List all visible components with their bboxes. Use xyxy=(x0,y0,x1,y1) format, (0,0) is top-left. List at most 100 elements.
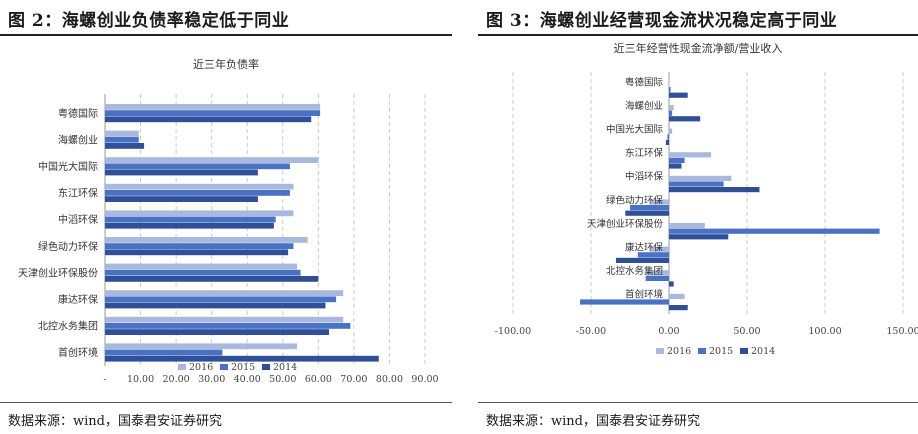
right-figure-title: 图 3：海螺创业经营现金流状况稳定高于同业 xyxy=(486,11,838,31)
left-source-rule xyxy=(0,402,452,403)
bar-2016 xyxy=(669,175,732,181)
category-label: 东江环保 xyxy=(58,187,98,200)
bar-2015 xyxy=(669,110,673,116)
bar-2014 xyxy=(105,329,329,335)
bar-2014 xyxy=(105,196,258,202)
bar-2014 xyxy=(665,139,669,145)
category-label: 康达环保 xyxy=(58,293,98,306)
x-tick-label: -100.00 xyxy=(495,326,531,337)
bar-2015 xyxy=(667,134,669,140)
category-label: 天津创业环保股份 xyxy=(18,266,98,279)
category-label: 绿色动力环保 xyxy=(606,194,664,206)
bar-2016 xyxy=(669,223,705,229)
legend-swatch-2016 xyxy=(656,348,664,354)
legend-swatch-2014 xyxy=(740,348,748,354)
bar-2014 xyxy=(669,187,760,193)
bar-2016 xyxy=(105,104,321,110)
chart-title: 近三年负债率 xyxy=(193,57,259,71)
cashflow-chart-svg: 近三年经营性现金流净额/营业收入 -100.00 -50.00 0.00 50.00 10… xyxy=(495,41,918,357)
right-figure-panel: 图 3：海螺创业经营现金流状况稳定高于同业 近三年经营性现金流净额/营业收入 -1… xyxy=(478,0,918,434)
bar-2014 xyxy=(105,116,312,123)
bar-2016 xyxy=(105,130,139,137)
bar-2016 xyxy=(105,157,319,163)
category-label: 中国光大国际 xyxy=(38,160,98,173)
bar-2015 xyxy=(669,181,724,187)
x-tick-label: 10.00 xyxy=(127,374,154,385)
category-label: 中滔环保 xyxy=(625,171,664,183)
bar-2015 xyxy=(105,216,276,223)
category-label: 中国光大国际 xyxy=(606,124,664,136)
x-tick-label: 90.00 xyxy=(411,374,438,385)
legend-label-2016: 2016 xyxy=(189,362,213,373)
bar-2015 xyxy=(580,299,669,305)
bar-2014 xyxy=(669,234,729,240)
category-label: 首创环境 xyxy=(625,289,664,301)
legend-label-2014: 2014 xyxy=(273,362,297,373)
x-tick-label: 150.00 xyxy=(886,326,918,337)
left-figure-panel: 图 2：海螺创业负债率稳定低于同业 近三年负债率 - 10.00 20.00 30.00… xyxy=(0,0,452,434)
cashflow-chart: 近三年经营性现金流净额/营业收入 -100.00 -50.00 0.00 50.00 10… xyxy=(478,38,918,406)
legend-label-2014: 2014 xyxy=(751,346,775,357)
legend-label-2015: 2015 xyxy=(709,346,733,357)
bar-2016 xyxy=(645,270,669,276)
left-figure-title: 图 2：海螺创业负债率稳定低于同业 xyxy=(8,11,290,31)
legend-label-2016: 2016 xyxy=(667,346,691,357)
bar-2016 xyxy=(669,152,712,158)
bar-2014 xyxy=(615,257,669,263)
x-tick-label: 30.00 xyxy=(198,374,225,385)
x-tick-label: 80.00 xyxy=(376,374,403,385)
x-tick-label: 50.00 xyxy=(269,374,296,385)
category-label: 绿色动力环保 xyxy=(38,240,98,253)
debt-ratio-chart: 近三年负债率 - 10.00 20.00 30.00 40.00 50.00 60.00 70.… xyxy=(0,38,452,406)
legend-label-2015: 2015 xyxy=(231,362,255,373)
bar-2016 xyxy=(669,105,674,111)
debt-ratio-chart-svg: 近三年负债率 - 10.00 20.00 30.00 40.00 50.00 60.00 70.… xyxy=(18,57,439,385)
bar-2014 xyxy=(669,281,674,287)
x-tick-label: 100.00 xyxy=(808,326,841,337)
category-label: 北控水务集团 xyxy=(606,265,663,277)
left-source-note: 数据来源：wind，国泰君安证券研究 xyxy=(8,414,222,429)
bar-2014 xyxy=(105,302,326,309)
bar-2015 xyxy=(105,269,301,276)
bar-2015 xyxy=(105,110,321,116)
bar-2015 xyxy=(105,136,139,143)
bar-2016 xyxy=(669,293,685,299)
legend-swatch-2015 xyxy=(220,364,228,370)
bar-2014 xyxy=(669,163,682,169)
x-tick-label: 70.00 xyxy=(340,374,367,385)
bar-2016 xyxy=(105,290,344,296)
x-tick-label: 0.00 xyxy=(658,326,679,337)
bar-2016 xyxy=(650,199,669,205)
x-tick-label: 20.00 xyxy=(163,374,190,385)
bar-2015 xyxy=(105,163,290,170)
right-source-rule xyxy=(478,402,918,403)
bar-2014 xyxy=(105,222,274,229)
bar-2016 xyxy=(105,343,297,350)
x-tick-label: -50.00 xyxy=(576,326,606,337)
x-tick-label: 60.00 xyxy=(305,374,332,385)
bar-2014 xyxy=(105,143,145,149)
bar-2016 xyxy=(650,246,669,252)
bar-2014 xyxy=(669,305,688,311)
bar-2016 xyxy=(105,210,294,217)
category-label: 东江环保 xyxy=(625,147,664,159)
category-label: 康达环保 xyxy=(625,242,664,254)
bar-2015 xyxy=(105,243,294,249)
bar-2015 xyxy=(630,205,669,211)
bar-2016 xyxy=(105,316,344,323)
x-tick-label: 50.00 xyxy=(733,326,760,337)
category-label: 海螺创业 xyxy=(625,100,663,112)
right-title-rule xyxy=(478,34,918,36)
bar-2016 xyxy=(669,128,673,134)
bar-2014 xyxy=(105,169,258,176)
bar-2016 xyxy=(105,263,297,270)
bar-2015 xyxy=(669,87,671,93)
category-label: 北控水务集团 xyxy=(38,320,98,333)
bar-2014 xyxy=(625,210,669,216)
bar-2015 xyxy=(669,157,685,163)
legend-swatch-2014 xyxy=(262,364,270,370)
category-label: 海螺创业 xyxy=(58,133,98,146)
left-title-rule xyxy=(0,34,452,36)
bar-2014 xyxy=(105,276,319,282)
bar-2015 xyxy=(645,275,669,281)
